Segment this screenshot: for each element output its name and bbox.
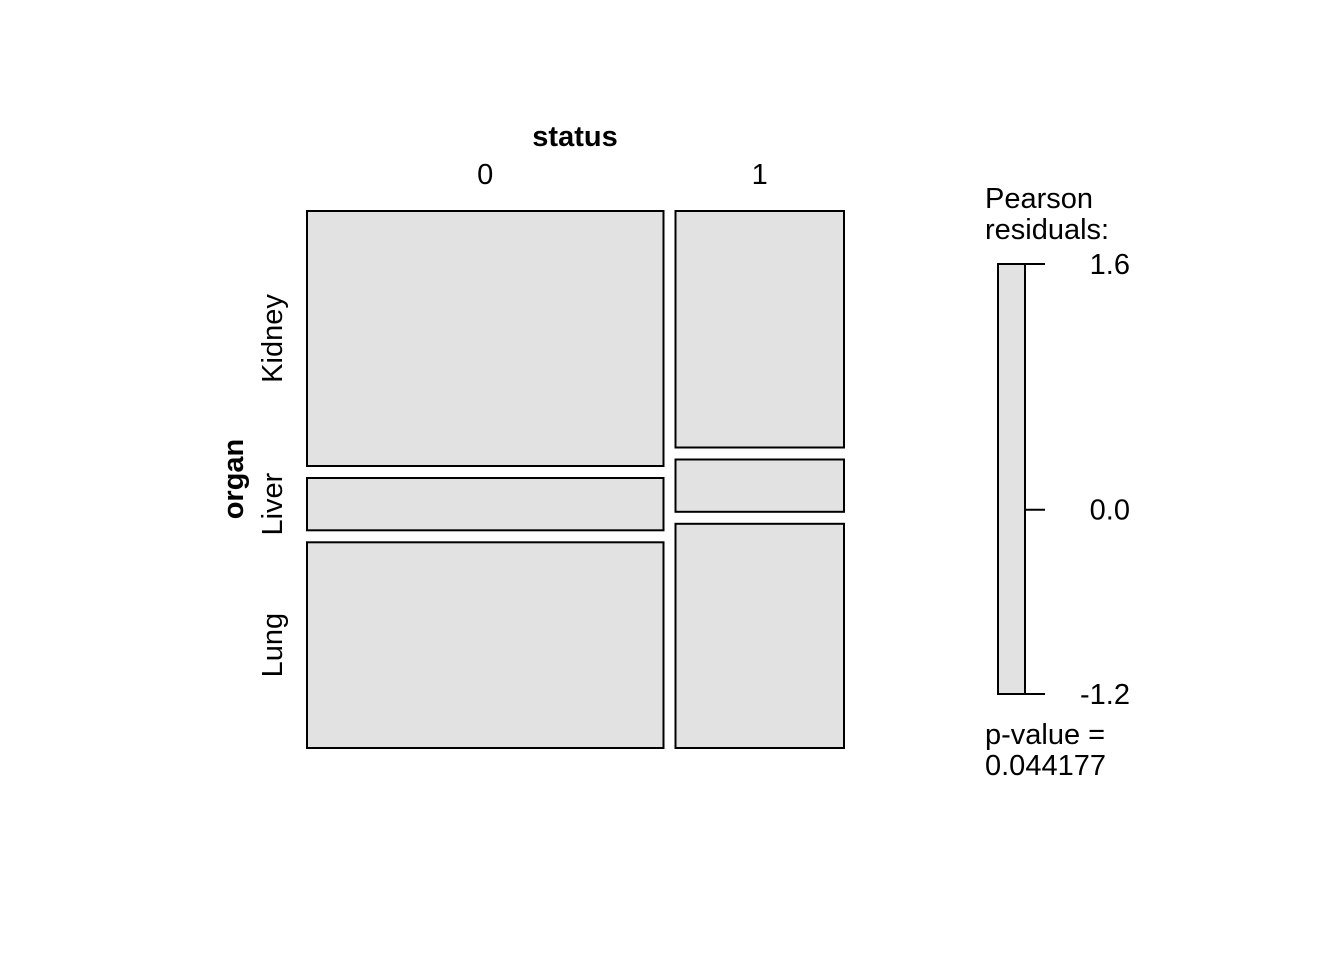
tile-status-0-lung bbox=[306, 541, 665, 749]
legend-tick-label: 1.6 bbox=[1090, 249, 1130, 281]
y-level-labels: Kidney Liver Lung bbox=[257, 294, 289, 678]
tile-status-0-liver bbox=[306, 477, 665, 532]
legend-tick-label: -1.2 bbox=[1080, 679, 1130, 711]
legend-title: Pearson residuals: bbox=[985, 183, 1109, 246]
tile-status-0-kidney bbox=[306, 210, 665, 467]
tile-status-1-lung bbox=[674, 522, 845, 749]
p-value-label: p-value = bbox=[985, 719, 1105, 751]
y-level-label: Kidney bbox=[257, 294, 289, 383]
y-level-label: Lung bbox=[257, 613, 289, 678]
legend-color-bar bbox=[997, 263, 1026, 695]
y-variable-label: organ bbox=[218, 439, 250, 520]
y-level-label: Liver bbox=[257, 472, 289, 535]
residuals-legend: Pearson residuals: 1.6 0.0 -1.2 p-value = 0… bbox=[985, 183, 1130, 782]
x-level-label: 0 bbox=[477, 159, 493, 191]
mosaic-tiles bbox=[306, 210, 845, 749]
x-variable-label: status bbox=[532, 121, 617, 153]
tile-status-1-kidney bbox=[674, 210, 845, 449]
legend-tick-label: 0.0 bbox=[1090, 495, 1130, 527]
x-level-label: 1 bbox=[752, 159, 768, 191]
tile-status-1-liver bbox=[674, 458, 845, 513]
p-value: 0.044177 bbox=[985, 750, 1106, 782]
legend-ticks: 1.6 0.0 -1.2 bbox=[1025, 249, 1130, 711]
